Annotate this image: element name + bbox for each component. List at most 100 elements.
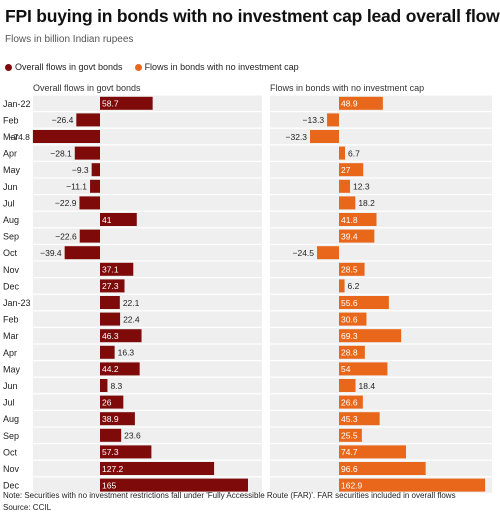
bar-overall <box>100 296 120 309</box>
row-background <box>33 278 262 294</box>
data-label-no-cap: 39.4 <box>341 231 358 241</box>
data-label-no-cap: 41.8 <box>341 215 358 225</box>
data-label-no-cap: 28.8 <box>341 348 358 358</box>
data-label-no-cap: 45.3 <box>341 414 358 424</box>
row-background <box>270 278 492 294</box>
category-label: Oct <box>3 248 18 258</box>
data-label-overall: −9.3 <box>72 165 89 175</box>
data-label-no-cap: 96.6 <box>341 464 358 474</box>
data-label-no-cap: 55.6 <box>341 298 358 308</box>
row-background <box>270 228 492 244</box>
category-label: Jun <box>3 182 18 192</box>
category-label: Mar <box>3 132 19 142</box>
bar-no-cap <box>339 196 356 210</box>
category-label: Nov <box>3 464 20 474</box>
row-background <box>270 211 492 228</box>
category-label: Feb <box>3 315 19 325</box>
data-label-overall: 23.6 <box>124 431 141 441</box>
data-label-overall: 37.1 <box>102 265 119 275</box>
row-background <box>33 427 262 443</box>
bar-overall <box>100 445 152 459</box>
data-label-overall: −22.9 <box>55 198 77 208</box>
chart-source: Source: CCIL <box>3 503 52 512</box>
data-label-overall: 165 <box>102 480 116 490</box>
bar-no-cap <box>339 362 388 376</box>
row-background <box>270 112 492 128</box>
chart-subtitle: Flows in billion Indian rupees <box>5 34 134 45</box>
bar-overall <box>79 196 100 210</box>
bar-overall <box>91 163 100 177</box>
data-label-overall: 26 <box>102 397 112 407</box>
category-label: Jul <box>3 398 15 408</box>
category-label: Dec <box>3 281 20 291</box>
legend: Overall flows in govt bonds Flows in bon… <box>5 62 299 72</box>
chart-note: Note: Securities with no investment rest… <box>3 491 456 500</box>
category-label: Aug <box>3 414 19 424</box>
data-label-no-cap: 26.6 <box>341 397 358 407</box>
bar-overall <box>100 279 125 293</box>
bar-overall <box>32 130 100 143</box>
row-background <box>33 311 262 327</box>
legend-item-no-cap: Flows in bonds with no investment cap <box>134 62 299 72</box>
bar-no-cap <box>339 213 377 226</box>
bar-overall <box>100 362 140 376</box>
data-label-no-cap: −32.3 <box>286 132 308 142</box>
bar-no-cap <box>310 130 339 143</box>
data-label-overall: −11.1 <box>66 182 87 192</box>
data-label-no-cap: 48.9 <box>341 99 358 109</box>
data-label-overall: −22.6 <box>55 231 77 241</box>
data-label-overall: −74.8 <box>8 132 30 142</box>
category-label: Apr <box>3 149 17 159</box>
bar-no-cap <box>339 229 375 243</box>
bar-no-cap <box>339 428 362 442</box>
data-label-no-cap: 12.3 <box>353 182 370 192</box>
bar-no-cap <box>339 379 356 392</box>
data-label-overall: 127.2 <box>102 464 124 474</box>
data-label-no-cap: 25.5 <box>341 431 358 441</box>
legend-swatch-overall <box>5 63 12 71</box>
category-label: Feb <box>3 115 19 125</box>
data-label-no-cap: 6.7 <box>348 148 360 158</box>
bar-overall <box>100 462 215 475</box>
category-label: Oct <box>3 447 18 457</box>
bar-overall <box>100 213 137 226</box>
data-label-no-cap: 27 <box>341 165 351 175</box>
bar-no-cap <box>339 445 407 459</box>
row-background <box>270 427 492 443</box>
data-label-overall: 22.1 <box>123 298 140 308</box>
data-label-overall: 27.3 <box>102 281 119 291</box>
category-label: Sep <box>3 431 19 441</box>
panel-title-no-cap: Flows in bonds with no investment cap <box>270 83 424 93</box>
bar-no-cap <box>327 113 339 127</box>
legend-label-no-cap: Flows in bonds with no investment cap <box>144 62 299 72</box>
category-label: Sep <box>3 232 19 242</box>
row-background <box>270 311 492 327</box>
category-label: Aug <box>3 215 19 225</box>
row-background <box>33 344 262 360</box>
bar-no-cap <box>339 296 389 309</box>
bar-no-cap <box>339 329 402 343</box>
category-label: Jul <box>3 198 15 208</box>
bar-overall <box>100 412 135 426</box>
category-label: May <box>3 165 21 175</box>
bar-overall <box>100 329 142 343</box>
bar-overall <box>100 96 153 110</box>
bar-no-cap <box>339 179 351 193</box>
data-label-overall: −39.4 <box>40 248 62 258</box>
bar-overall <box>100 262 134 276</box>
bar-overall <box>100 428 122 442</box>
row-background <box>33 162 262 178</box>
data-label-no-cap: 69.3 <box>341 331 358 341</box>
row-background <box>33 211 262 228</box>
row-background <box>33 394 262 410</box>
panel-title-overall: Overall flows in govt bonds <box>33 83 141 93</box>
row-background <box>270 261 492 277</box>
row-background <box>33 411 262 427</box>
bar-no-cap <box>339 412 380 426</box>
data-label-overall: 16.3 <box>118 348 135 358</box>
bar-no-cap <box>339 395 363 409</box>
data-label-overall: 44.2 <box>102 364 119 374</box>
category-label: Jun <box>3 381 18 391</box>
category-label: Nov <box>3 265 20 275</box>
